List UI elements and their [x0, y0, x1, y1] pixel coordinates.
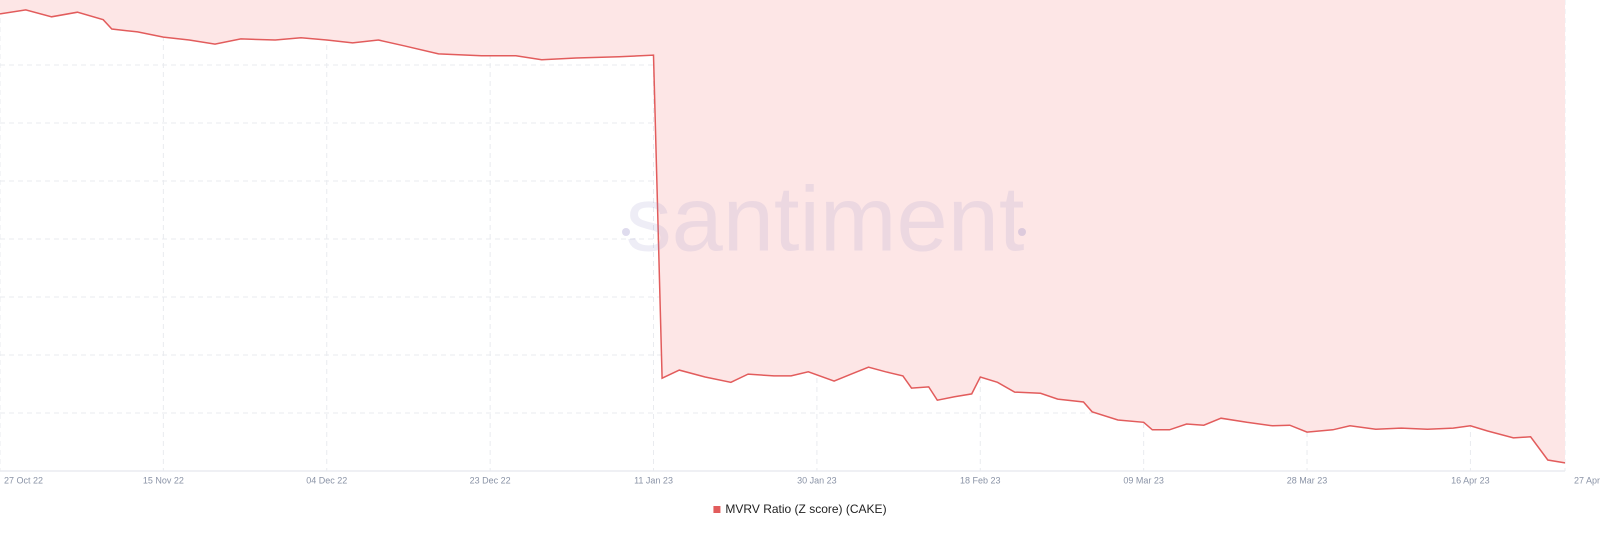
legend-label: MVRV Ratio (Z score) (CAKE): [725, 502, 886, 516]
x-tick-label: 18 Feb 23: [960, 475, 1001, 485]
watermark-dot: [622, 228, 630, 236]
x-tick-label: 23 Dec 22: [470, 475, 511, 485]
x-tick-label: 16 Apr 23: [1451, 475, 1490, 485]
legend-swatch: [713, 506, 721, 513]
x-tick-label: 11 Jan 23: [634, 475, 673, 485]
watermark-dot: [1018, 228, 1026, 236]
x-tick-label: 28 Mar 23: [1287, 475, 1328, 485]
watermark: santiment: [626, 168, 1025, 270]
line: [0, 9, 1566, 464]
x-tick-label: 27 Apr: [1574, 475, 1600, 485]
area: [0, 0, 1565, 463]
x-tick-label: 15 Nov 22: [143, 475, 184, 485]
x-tick-label: 09 Mar 23: [1123, 475, 1164, 485]
x-tick-label: 04 Dec 22: [306, 475, 347, 485]
x-tick-label: 27 Oct 22: [4, 475, 43, 485]
x-tick-label: 30 Jan 23: [797, 475, 837, 485]
